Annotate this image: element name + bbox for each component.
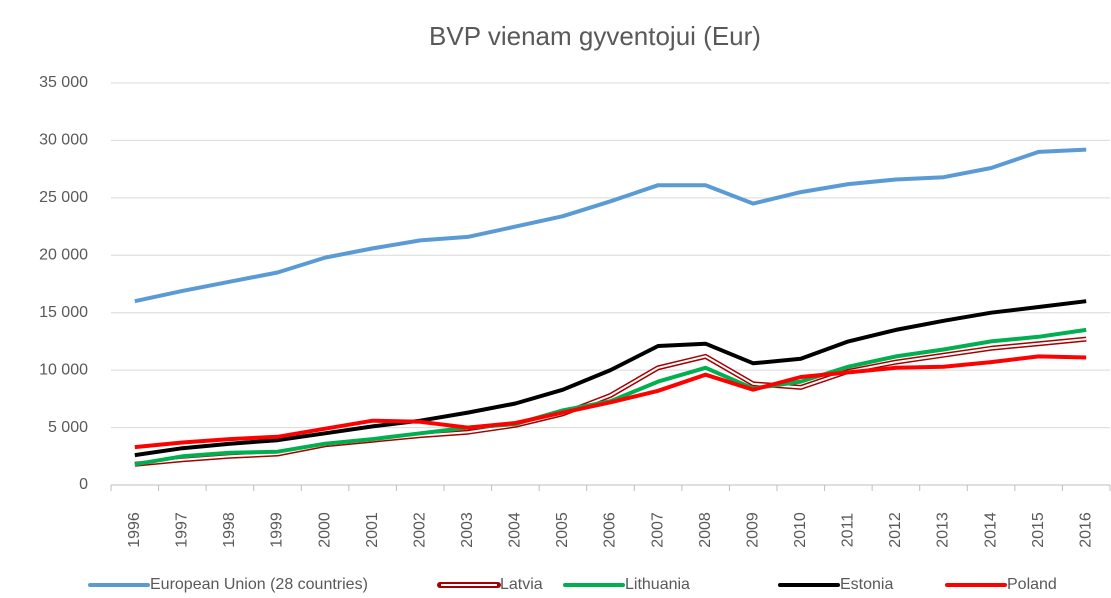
y-tick-label: 30 000	[39, 132, 88, 149]
x-tick-label: 2009	[744, 512, 761, 548]
y-tick-label: 5 000	[48, 419, 88, 436]
y-tick-label: 15 000	[39, 304, 88, 321]
x-tick-label: 2001	[364, 512, 381, 548]
y-tick-label: 35 000	[39, 74, 88, 91]
x-tick-label: 2002	[411, 512, 428, 548]
x-tick-label: 1998	[221, 512, 238, 548]
x-tick-label: 2006	[602, 512, 619, 548]
x-tick-label: 2012	[887, 512, 904, 548]
x-tick-label: 2008	[697, 512, 714, 548]
x-tick-label: 2003	[459, 512, 476, 548]
legend-label: Latvia	[500, 576, 543, 593]
series-line	[134, 147, 1087, 304]
y-tick-label: 25 000	[39, 189, 88, 206]
x-tick-label: 2016	[1077, 512, 1094, 548]
x-tick-label: 1999	[269, 512, 286, 548]
y-tick-label: 0	[79, 476, 88, 493]
x-tick-label: 1996	[126, 512, 143, 548]
x-tick-label: 2015	[1030, 512, 1047, 548]
x-tick-label: 2014	[982, 512, 999, 548]
x-tick-label: 2013	[935, 512, 952, 548]
legend-label: Lithuania	[625, 576, 690, 593]
x-tick-label: 2000	[316, 512, 333, 548]
y-tick-label: 10 000	[39, 361, 88, 378]
y-tick-label: 20 000	[39, 247, 88, 264]
chart-title: BVP vienam gyventojui (Eur)	[429, 21, 761, 51]
x-tick-label: 2007	[649, 512, 666, 548]
legend-label: Estonia	[840, 576, 893, 593]
x-tick-label: 2004	[507, 512, 524, 548]
x-tick-label: 2005	[554, 512, 571, 548]
x-tick-label: 2010	[792, 512, 809, 548]
series-line	[134, 354, 1087, 450]
legend-label: Poland	[1007, 576, 1057, 593]
legend-label: European Union (28 countries)	[150, 576, 368, 593]
x-tick-label: 1997	[174, 512, 191, 548]
x-tick-label: 2011	[840, 513, 857, 548]
series-line	[134, 299, 1087, 458]
